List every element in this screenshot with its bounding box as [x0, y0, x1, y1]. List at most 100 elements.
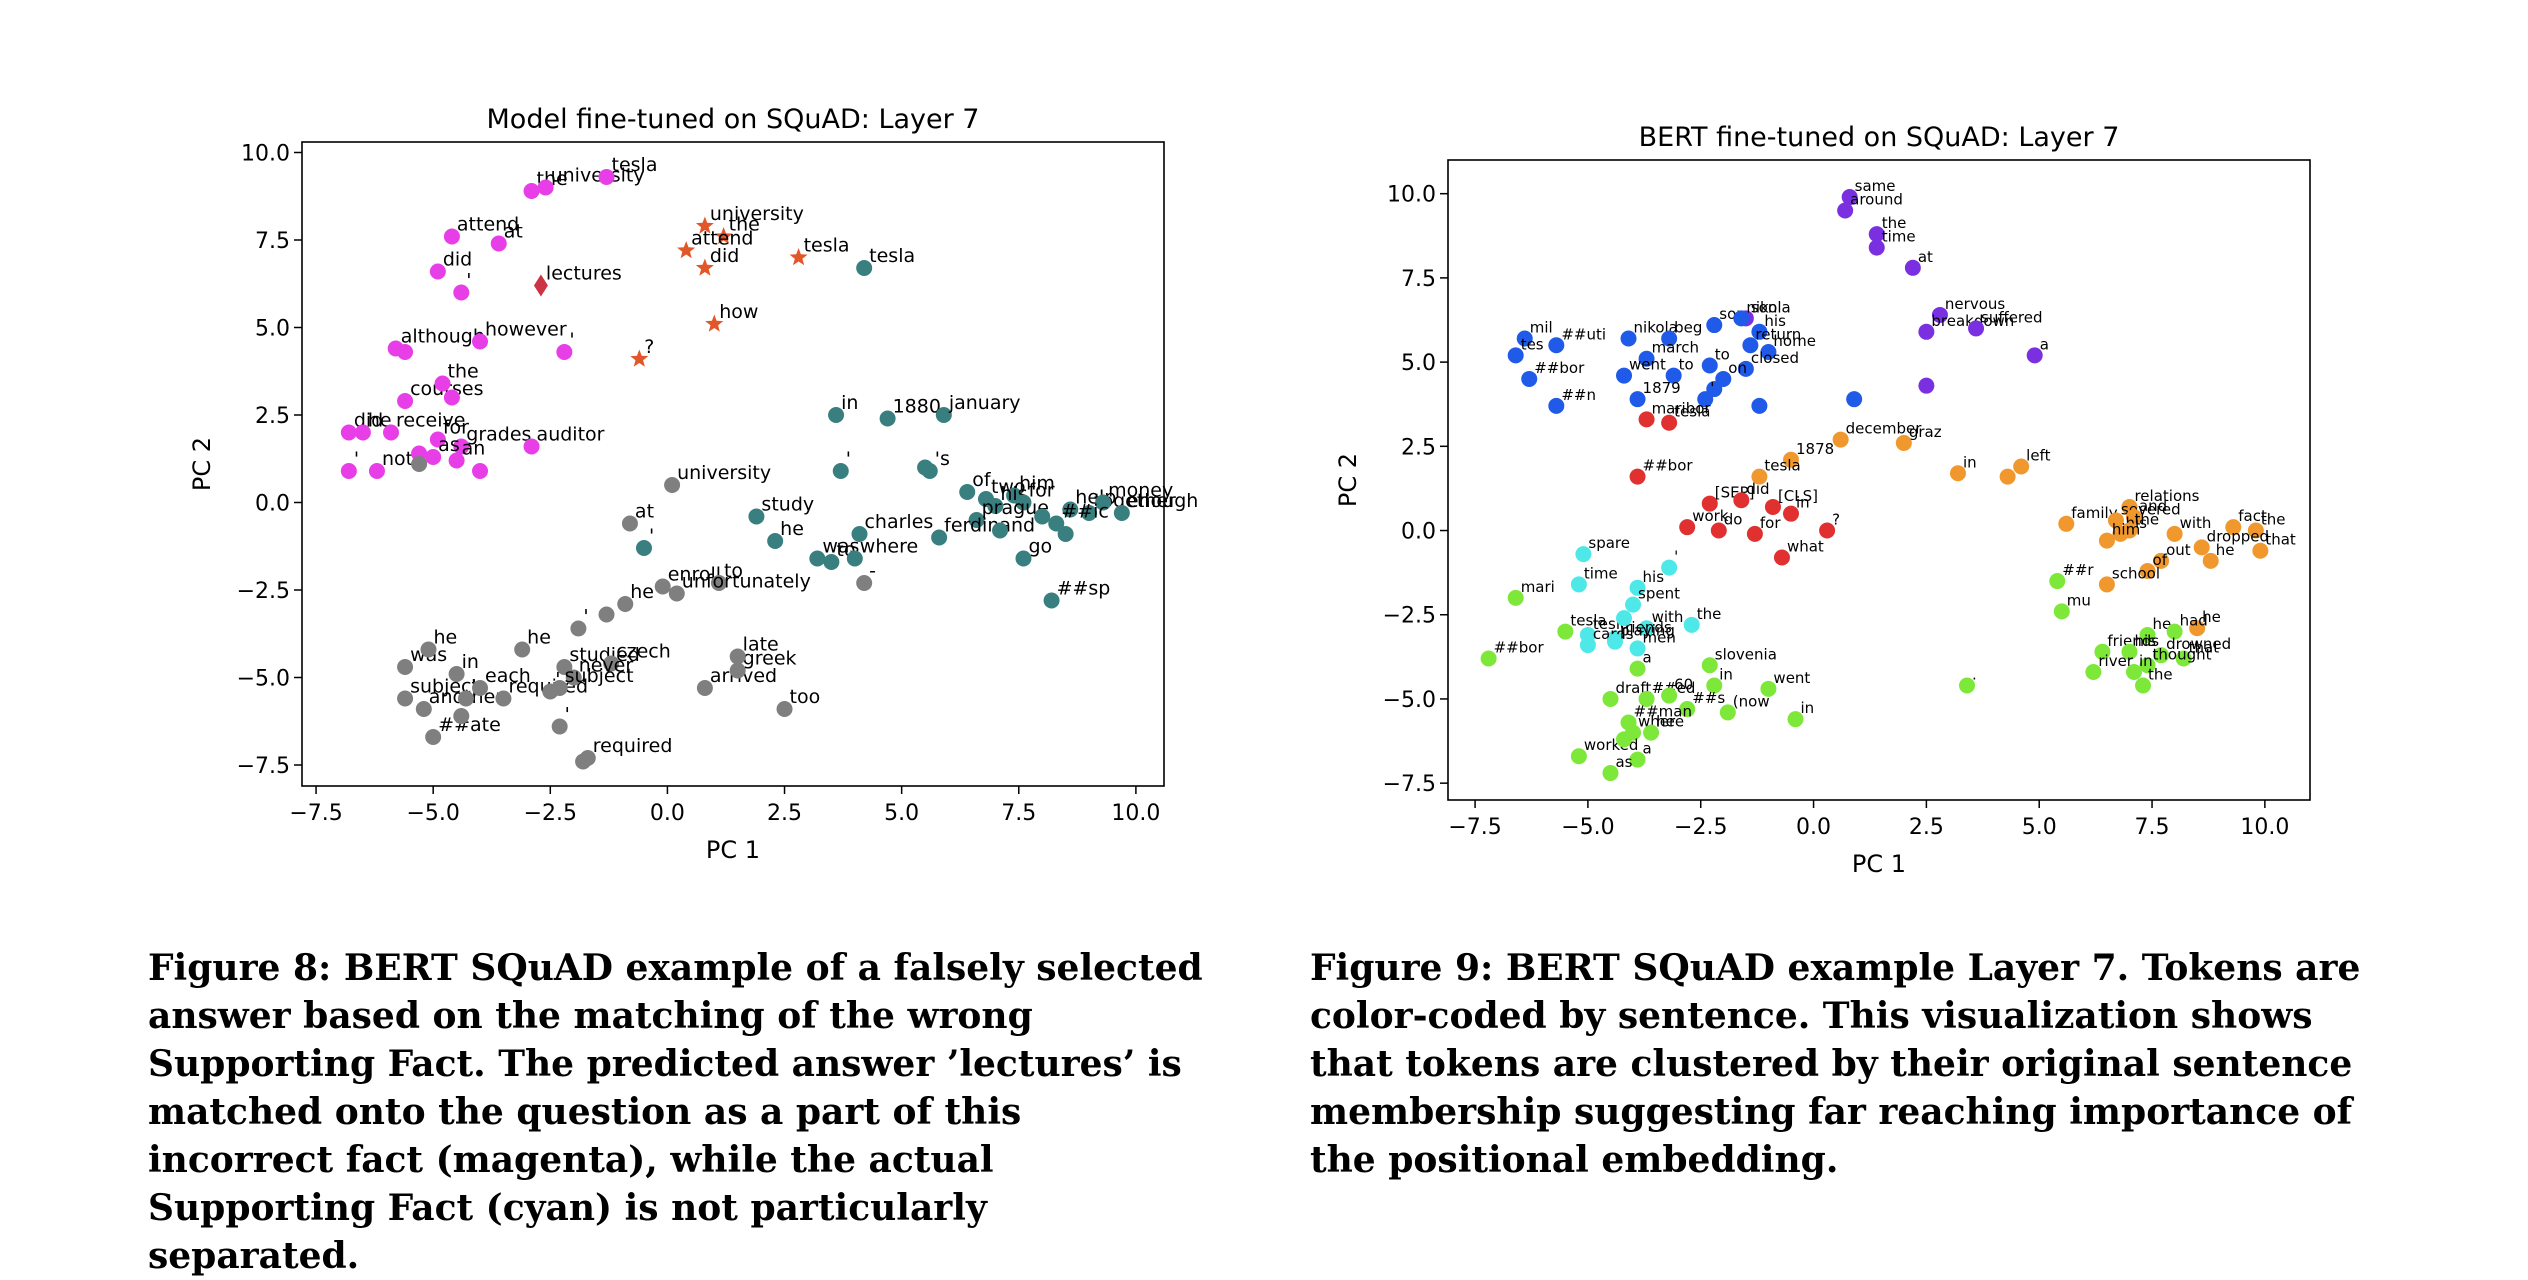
point-label: time: [1584, 564, 1618, 582]
data-point: [856, 575, 873, 591]
data-point: [1868, 226, 1885, 243]
data-point: [846, 550, 863, 567]
point-label: he: [2216, 541, 2235, 559]
y-tick-label: −2.5: [1383, 604, 1436, 629]
point-label: thought: [2153, 645, 2212, 663]
data-point: [1837, 202, 1854, 219]
x-axis-label: PC 1: [1852, 850, 1906, 878]
point-label: out: [2166, 541, 2191, 559]
chart-title: Model fine-tuned on SQuAD: Layer 7: [487, 104, 980, 135]
point-label: son: [1751, 298, 1778, 316]
x-tick-label: 10.0: [1111, 801, 1160, 826]
data-point: [411, 456, 428, 472]
data-point-star: [695, 216, 714, 234]
data-point: [1602, 690, 1619, 707]
data-point: [1819, 522, 1836, 539]
point-label: arrived: [710, 665, 777, 687]
point-label: studied: [569, 644, 639, 666]
data-point: [1516, 330, 1533, 347]
data-point: [2135, 677, 2152, 694]
point-label: ': [466, 270, 471, 292]
point-label: ##man: [1634, 703, 1692, 721]
data-point: [2175, 650, 2192, 667]
y-tick-label: −7.5: [1383, 772, 1436, 797]
data-point: [490, 235, 507, 252]
data-point: [1629, 579, 1646, 596]
point-label: what: [1787, 537, 1824, 555]
data-point: [514, 641, 531, 658]
point-label: study: [761, 494, 814, 516]
data-point: [1638, 411, 1655, 428]
data-point: [809, 550, 826, 567]
y-tick-label: −2.5: [237, 579, 290, 604]
point-label: and: [2139, 497, 2167, 515]
data-point: [1751, 323, 1768, 340]
data-point: [1949, 465, 1966, 482]
data-point: [575, 753, 592, 770]
data-point: [1895, 434, 1912, 451]
point-label: enough: [1127, 490, 1199, 512]
data-point: [1606, 633, 1623, 650]
data-point: [551, 718, 568, 735]
data-point: [1999, 468, 2016, 485]
data-point: [1760, 344, 1777, 360]
point-label: around: [1850, 191, 1903, 209]
data-point: [420, 641, 437, 658]
data-point: [397, 659, 414, 675]
point-label: with: [2180, 514, 2212, 532]
data-point: [1629, 468, 1646, 485]
data-point: [1931, 306, 1948, 323]
data-point: [2153, 647, 2170, 664]
data-point: [1697, 391, 1714, 408]
data-point: [823, 554, 840, 570]
point-label: ferdinand: [944, 515, 1035, 537]
point-label: spare: [1588, 534, 1630, 552]
data-point: [472, 333, 489, 350]
x-tick-label: −5.0: [406, 801, 459, 826]
data-point: [1706, 677, 1723, 694]
point-label: do: [1724, 511, 1743, 529]
point-label: that: [2189, 639, 2220, 657]
data-point: [1548, 397, 1565, 414]
point-label: a: [2040, 335, 2049, 353]
data-point: [992, 522, 1009, 539]
data-point: [2085, 664, 2102, 680]
point-label: he: [2153, 615, 2172, 633]
data-point: [603, 655, 620, 672]
point-label: had: [2180, 612, 2208, 630]
data-point: [1629, 391, 1646, 408]
point-label: to: [724, 560, 743, 582]
data-point: [472, 680, 489, 696]
point-label: same: [1855, 177, 1896, 195]
point-label: work: [1692, 507, 1729, 525]
point-label: ': [583, 606, 588, 628]
data-point: [1904, 259, 1921, 276]
x-tick-label: 7.5: [1001, 801, 1036, 826]
y-tick-label: 7.5: [1401, 267, 1436, 292]
figure-9-caption: Figure 9: BERT SQuAD example Layer 7. To…: [1310, 947, 2361, 1181]
point-label: ##uti: [1561, 325, 1606, 343]
data-point: [1034, 508, 1051, 525]
data-point: [598, 606, 615, 623]
y-axis-label: PC 2: [1334, 453, 1362, 507]
data-point: [1095, 494, 1112, 511]
point-label: friends: [2107, 632, 2159, 650]
data-point: [1846, 391, 1863, 408]
data-point: [1710, 522, 1727, 539]
point-label: family: [2071, 504, 2117, 522]
data-point: [1719, 704, 1736, 721]
data-point: [368, 463, 385, 479]
plot-frame: [301, 141, 1165, 787]
y-tick-label: 0.0: [1401, 520, 1436, 545]
data-point: [1782, 451, 1799, 468]
figure-8-caption: Figure 8: BERT SQuAD example of a falsel…: [148, 947, 1203, 1277]
data-point: [1048, 515, 1065, 532]
point-label: him: [2112, 521, 2140, 539]
data-point: [1701, 495, 1718, 512]
data-point: [598, 169, 615, 185]
data-point: [931, 529, 948, 546]
data-point: [472, 463, 489, 479]
data-point: [383, 424, 400, 441]
point-label: ##r: [2062, 561, 2094, 579]
point-label: breakdown: [1931, 312, 2014, 330]
